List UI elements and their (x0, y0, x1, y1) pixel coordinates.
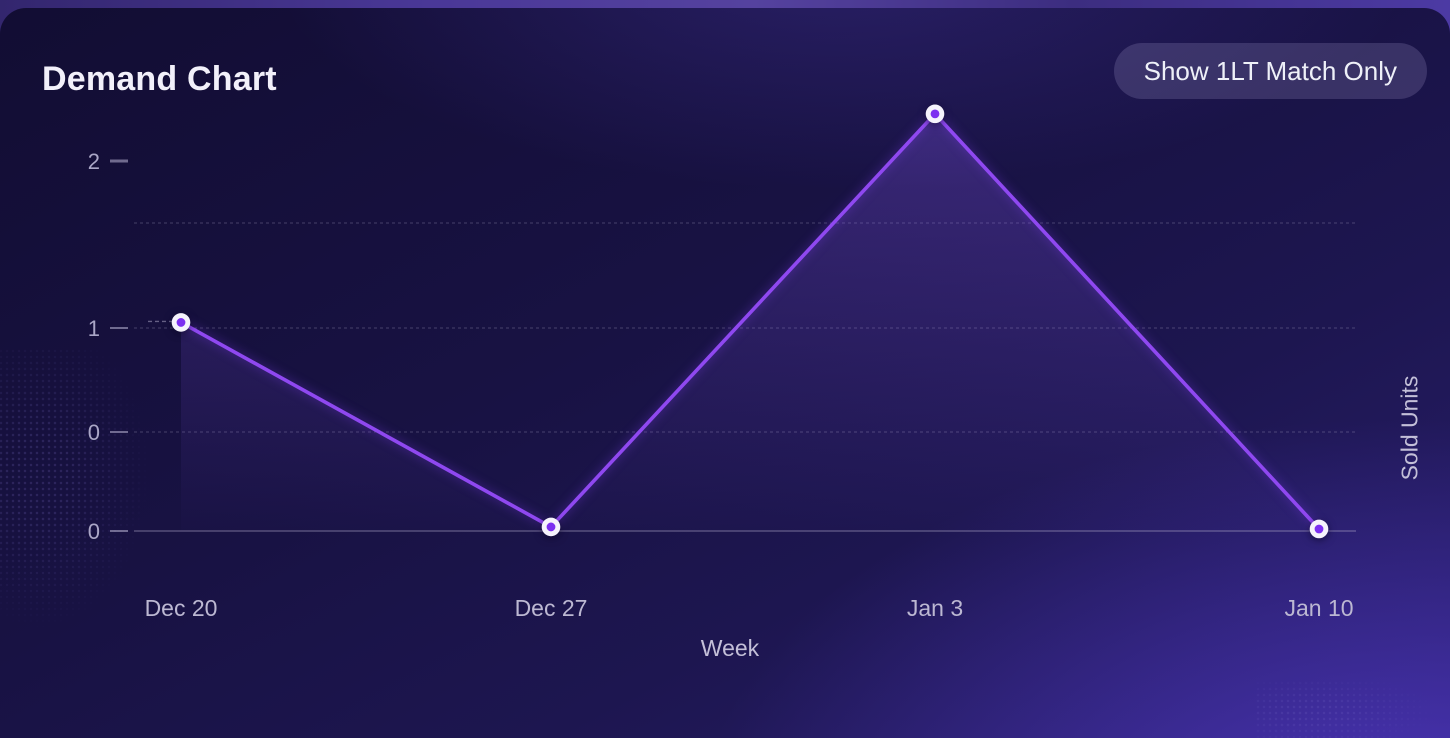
data-point-dot (1314, 524, 1324, 534)
x-tick-label: Jan 10 (1284, 595, 1353, 621)
y-tick-label: 1 (88, 316, 100, 341)
demand-chart-card: Demand Chart Show 1LT Match Only 2 1 0 0 Dec… (0, 8, 1450, 738)
data-point-jan-10[interactable] (1309, 519, 1329, 539)
data-point-dec-27[interactable] (541, 517, 561, 537)
series-line (179, 112, 1321, 531)
data-point-dot (176, 318, 186, 327)
y-tick-label: 0 (88, 420, 100, 445)
x-tick-label: Dec 27 (515, 595, 588, 621)
y-tick-label: 0 (88, 519, 100, 544)
data-point-jan-3[interactable] (925, 104, 945, 124)
y-tick-label: 2 (88, 149, 100, 174)
show-1lt-match-only-button[interactable]: Show 1LT Match Only (1113, 43, 1427, 99)
x-tick-label: Jan 3 (907, 595, 963, 621)
y-axis-title: Sold Units (1396, 375, 1423, 481)
demand-line-chart: 2 1 0 0 Dec 20 Dec 27 Jan 3 Jan 10 (88, 104, 1356, 621)
x-tick-label: Dec 20 (145, 595, 218, 621)
data-point-dot (930, 109, 940, 119)
decorative-noise-left (0, 348, 150, 628)
series-area (181, 113, 1319, 531)
decorative-noise-bottom-right (1255, 680, 1435, 738)
data-point-dec-20[interactable] (171, 313, 191, 332)
data-point-dot (546, 522, 556, 532)
x-axis-title: Week (700, 635, 760, 661)
chart-title: Demand Chart (42, 60, 277, 98)
